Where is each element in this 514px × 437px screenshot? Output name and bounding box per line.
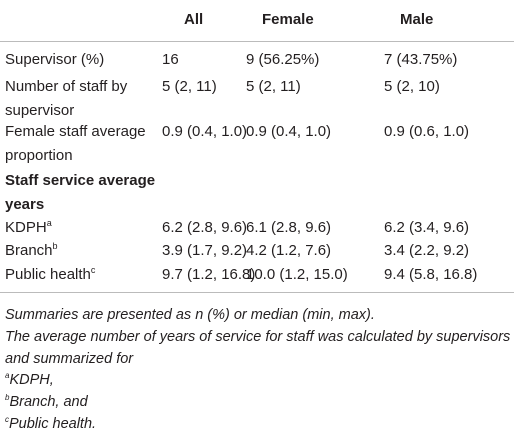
row-label: Number of staff by supervisor [5,75,157,123]
cell: 10.0 (1.2, 15.0) [246,266,348,283]
row-label: Staff service average years [5,169,157,217]
cell: 6.1 (2.8, 9.6) [246,219,332,236]
cell: 5 (2, 11) [246,78,301,95]
cell: 0.9 (0.4, 1.0) [162,123,248,140]
footnote-mark: b [5,393,10,403]
footnote-text: Branch, and [9,394,88,411]
cell: 0.9 (0.4, 1.0) [246,123,332,140]
row-label: Supervisor (%) [5,48,157,72]
cell: 5 (2, 10) [384,78,440,95]
cell: 7 (43.75%) [384,51,458,68]
row-label: Female staff average proportion [5,120,157,168]
cell: 6.2 (2.8, 9.6) [162,219,248,236]
column-header: Female [262,11,314,28]
footnote-item: aKDPH, [5,370,513,392]
cell: 5 (2, 11) [162,78,217,95]
footnote-text: KDPH, [9,372,54,389]
row-label-text: Female staff average proportion [5,123,146,164]
cell: 9.4 (5.8, 16.8) [384,266,478,283]
row-label-text: KDPH [5,219,47,236]
row-label: Branchb [5,239,157,263]
superscript: b [52,241,58,251]
row-label-text: Branch [5,242,53,259]
cell: 16 [162,51,179,68]
bottom-rule [0,292,514,293]
footnote-mark: a [5,371,10,381]
column-header: Male [400,11,434,28]
footnotes: Summaries are presented as n (%) or medi… [5,305,513,436]
superscript: c [90,265,96,275]
cell: 4.2 (1.2, 7.6) [246,242,332,259]
cell: 9.7 (1.2, 16.8) [162,266,256,283]
row-label: KDPHa [5,216,157,240]
row-label-text: Public health [5,266,91,283]
footnote: Summaries are presented as n (%) or medi… [5,307,375,323]
cell: 6.2 (3.4, 9.6) [384,219,470,236]
column-header: All [184,11,204,28]
footnote-item: cPublic health. [5,414,513,436]
cell: 9 (56.25%) [246,51,320,68]
cell: 3.4 (2.2, 9.2) [384,242,470,259]
footnote-mark: c [5,414,9,424]
cell: 3.9 (1.7, 9.2) [162,242,248,259]
footnote-item: bBranch, and [5,392,513,414]
superscript: a [46,218,52,228]
row-label-text: Staff service average years [5,172,156,213]
footnote: The average number of years of service f… [5,328,511,367]
cell: 0.9 (0.6, 1.0) [384,123,470,140]
row-label: Public healthc [5,263,157,287]
footnote-text: Public health. [9,415,97,432]
row-label-text: Supervisor (%) [5,51,105,68]
row-label-text: Number of staff by supervisor [5,78,128,119]
header-rule [0,41,514,42]
